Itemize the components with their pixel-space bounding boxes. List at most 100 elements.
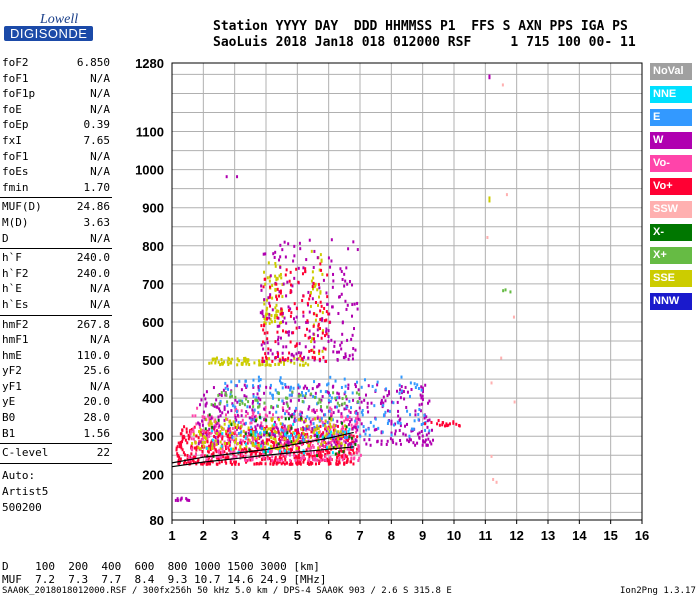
echo-point [228, 443, 231, 447]
echo-point [293, 432, 296, 436]
echo-point [244, 451, 247, 455]
param-row: foE N/A [0, 103, 112, 119]
param-value: 240.0 [76, 266, 110, 280]
echo-point [416, 432, 419, 436]
echo-point [280, 457, 283, 461]
echo-point [292, 354, 295, 358]
echo-point [331, 305, 334, 309]
echo-point [289, 360, 292, 364]
echo-point [268, 456, 271, 460]
echo-point [488, 76, 491, 80]
echo-point [206, 439, 209, 443]
echo-point [281, 295, 284, 299]
echo-point [193, 425, 196, 429]
echo-point [314, 410, 317, 414]
echo-point [296, 449, 299, 453]
echo-point [314, 458, 317, 462]
echo-point [237, 425, 240, 429]
echo-point [234, 408, 237, 412]
echo-point [200, 454, 203, 458]
echo-point [421, 390, 424, 394]
echo-point [292, 441, 295, 445]
param-value: N/A [90, 87, 110, 101]
echo-point [224, 460, 227, 464]
echo-point [416, 441, 419, 445]
echo-point [236, 363, 239, 367]
echo-point [332, 350, 335, 354]
echo-point [267, 347, 270, 351]
echo-point [253, 408, 256, 412]
echo-point [296, 307, 299, 311]
echo-point [305, 386, 308, 390]
echo-point [227, 433, 230, 437]
echo-point [277, 391, 280, 395]
echo-point [216, 462, 219, 466]
echo-point [211, 429, 214, 433]
echo-point [184, 438, 187, 442]
echo-point [275, 461, 278, 465]
echo-point [269, 293, 272, 297]
echo-point [304, 392, 307, 396]
echo-point [278, 274, 281, 278]
echo-point [230, 409, 233, 413]
echo-point [197, 446, 200, 450]
echo-point [325, 429, 328, 433]
echo-point [322, 458, 325, 462]
echo-point [255, 430, 258, 434]
echo-point [213, 425, 216, 429]
echo-point [295, 343, 298, 347]
echo-point [310, 392, 313, 396]
echo-point [227, 387, 230, 391]
echo-point [404, 433, 407, 437]
echo-point [210, 440, 213, 444]
echo-point [252, 433, 255, 437]
echo-point [335, 405, 338, 409]
echo-point [178, 442, 181, 446]
echo-point [428, 429, 431, 433]
echo-point [314, 433, 317, 437]
echo-point [330, 425, 333, 429]
echo-point [345, 404, 348, 408]
echo-point [319, 400, 322, 404]
echo-point [250, 433, 253, 437]
echo-point [300, 451, 303, 455]
echo-point [250, 425, 253, 429]
echo-point [350, 423, 353, 427]
echo-point [277, 342, 280, 346]
echo-point [356, 435, 359, 439]
echo-point [292, 422, 295, 426]
echo-point [206, 430, 209, 434]
echo-point [274, 425, 277, 429]
echo-point [266, 341, 269, 345]
echo-point [424, 383, 427, 387]
echo-point [239, 420, 242, 424]
echo-point [310, 348, 313, 352]
echo-point [257, 375, 260, 379]
echo-point [282, 408, 285, 412]
echo-point [261, 362, 264, 366]
echo-point [266, 312, 269, 316]
echo-point [311, 461, 314, 465]
echo-point [195, 422, 198, 426]
echo-point [351, 333, 354, 337]
echo-point [181, 448, 184, 452]
echo-point [293, 409, 296, 413]
echo-point [444, 424, 447, 428]
echo-point [340, 412, 343, 416]
echo-point [351, 357, 354, 361]
echo-point [230, 394, 233, 398]
echo-point [258, 452, 261, 456]
echo-point [307, 290, 310, 294]
echo-point [293, 276, 296, 280]
echo-point [258, 436, 261, 440]
echo-point [301, 363, 304, 367]
echo-point [279, 376, 282, 380]
echo-point [290, 353, 293, 357]
echo-point [344, 428, 347, 432]
echo-point [181, 440, 184, 444]
param-name: yE [2, 395, 16, 409]
echo-point [236, 357, 239, 361]
echo-point [312, 332, 315, 336]
echo-point [262, 285, 265, 289]
echo-point [304, 419, 307, 423]
